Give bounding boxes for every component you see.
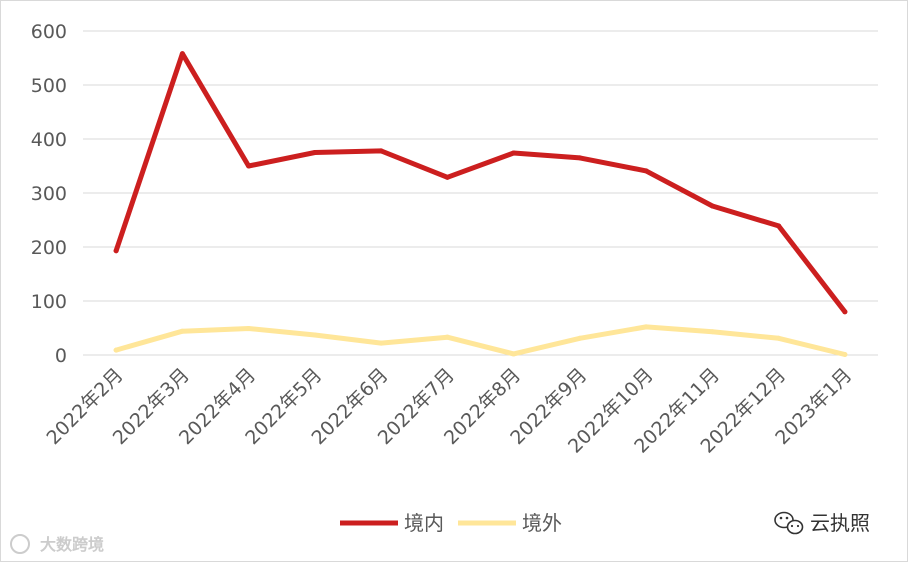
data-point [577,155,583,161]
data-point [709,329,715,335]
watermark-left: 大数跨境 [10,534,104,554]
gridlines [83,30,878,356]
series-lines [113,51,848,357]
wechat-icon [774,511,804,535]
x-axis-ticks: 2022年2月2022年3月2022年4月2022年5月2022年6月2022年… [42,364,856,458]
series-line-1 [113,324,848,357]
data-point [577,335,583,341]
y-tick-label: 400 [31,129,67,151]
data-point [444,174,450,180]
data-point [709,203,715,209]
data-point [113,248,119,254]
legend-label-overseas: 境外 [522,511,562,535]
watermark-left-text: 大数跨境 [40,535,104,554]
y-tick-label: 0 [55,345,67,367]
y-tick-label: 600 [31,21,67,43]
data-point [312,150,318,155]
data-point [842,309,848,315]
data-point [444,334,450,340]
data-point [246,326,252,332]
data-point [179,328,185,334]
data-point [246,163,252,169]
data-point [776,223,782,229]
watermark-right-text: 云执照 [810,511,870,535]
data-point [511,351,517,357]
legend: 境内 境外 [340,511,562,535]
data-point [776,335,782,341]
y-tick-label: 100 [31,291,67,313]
y-tick-label: 500 [31,75,67,97]
data-point [378,340,384,346]
y-tick-label: 300 [31,183,67,205]
data-point [179,51,185,57]
data-point [643,324,649,330]
data-point [643,168,649,174]
legend-label-domestic: 境内 [404,511,444,535]
data-point [113,347,119,353]
data-point [842,351,848,357]
y-tick-label: 200 [31,237,67,259]
watermark-left-logo [10,534,30,554]
y-axis-ticks: 0 100 200 300 400 500 600 [31,21,67,367]
data-point [378,148,384,154]
data-point [511,150,517,156]
series-line-0 [113,51,848,315]
data-point [312,332,318,338]
watermark-right: 云执照 [774,511,870,535]
